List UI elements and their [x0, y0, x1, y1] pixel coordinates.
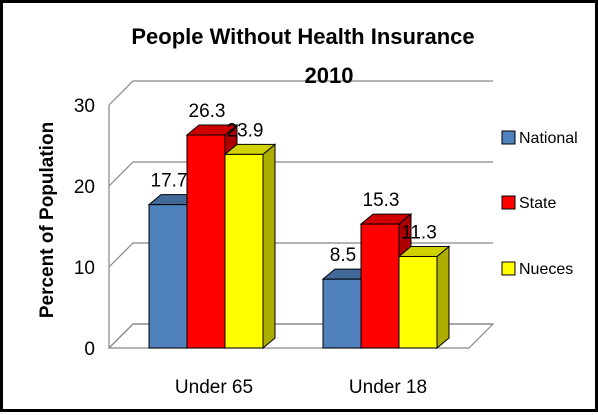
gridline	[108, 80, 493, 106]
legend-item-nueces: Nueces	[501, 261, 573, 278]
x-category-label: Under 65	[175, 377, 253, 398]
label-layer: 0 10 20 30 17.7 26.323.9 Under 65 8.5 15.311.3 Un…	[74, 96, 437, 398]
y-tick-label: 0	[84, 339, 95, 360]
legend: National State Nueces	[501, 130, 578, 278]
y-axis-title: Percent of Population	[37, 122, 58, 318]
data-label: 26.3	[189, 101, 226, 122]
bar-nueces-under-65	[223, 143, 277, 350]
data-label: 23.9	[227, 120, 264, 141]
chart-title: People Without Health Insurance	[131, 24, 474, 49]
gridline	[108, 161, 493, 187]
legend-swatch	[501, 261, 516, 276]
legend-item-state: State	[501, 195, 556, 212]
y-tick-label: 20	[74, 177, 95, 198]
legend-label: National	[519, 130, 578, 147]
chart-svg: 0 10 20 30 17.7 26.323.9 Under 65 8.5 15.311.3 Un…	[37, 24, 578, 398]
legend-label: State	[519, 195, 556, 212]
bar-layer	[147, 123, 451, 350]
legend-swatch	[501, 195, 516, 210]
y-tick-label: 30	[74, 96, 95, 117]
y-tick-label: 10	[74, 258, 95, 279]
grid-layer	[107, 80, 495, 349]
bar-nueces-under-18	[397, 245, 451, 350]
data-label: 8.5	[330, 245, 356, 266]
data-label: 11.3	[401, 222, 437, 243]
data-label: 17.7	[151, 171, 188, 192]
legend-item-national: National	[501, 130, 578, 147]
legend-swatch	[501, 130, 516, 145]
chart-subtitle: 2010	[305, 63, 354, 88]
legend-label: Nueces	[519, 261, 573, 278]
x-category-label: Under 18	[349, 377, 427, 398]
data-label: 15.3	[363, 190, 400, 211]
